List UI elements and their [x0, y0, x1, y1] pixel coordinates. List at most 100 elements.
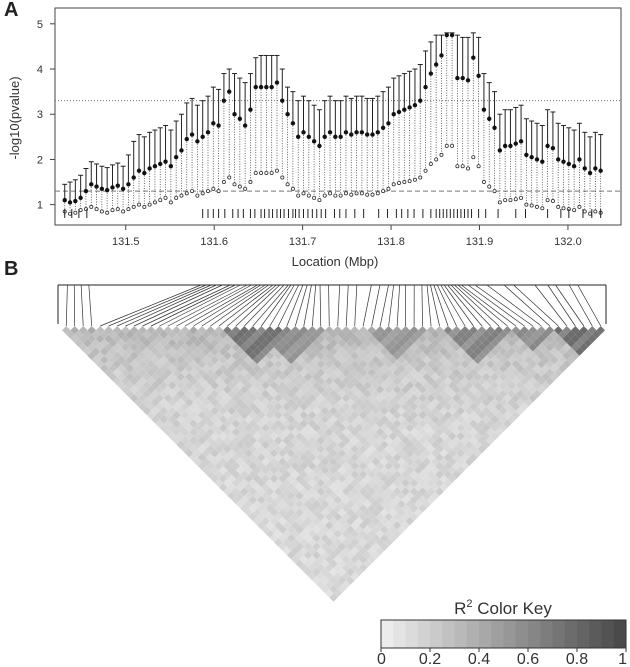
snp-connector — [503, 284, 551, 327]
lower-bound-point — [407, 179, 412, 184]
snp-connector — [486, 284, 542, 327]
lower-bound-point — [237, 184, 242, 189]
lower-bound-point — [434, 157, 439, 162]
snp-connector — [443, 284, 474, 327]
data-point — [274, 80, 280, 85]
snp-connector — [577, 284, 602, 327]
lower-bound-point — [110, 208, 115, 213]
lower-bound-point — [444, 143, 449, 148]
lower-bound-point — [418, 175, 423, 180]
lower-bound-point — [450, 143, 455, 148]
snp-connector — [467, 284, 525, 327]
data-point — [242, 123, 248, 128]
lower-bound-point — [105, 210, 110, 215]
lower-bound-point — [519, 195, 524, 200]
color-key-bin — [393, 620, 406, 648]
data-point — [343, 130, 349, 135]
lower-bound-point — [471, 155, 476, 160]
data-point — [158, 161, 163, 167]
lower-bound-point — [216, 189, 221, 194]
snp-connector — [447, 284, 483, 327]
lower-bound-point — [343, 191, 348, 196]
lower-bound-point — [243, 186, 248, 191]
data-point — [237, 116, 243, 121]
lower-bound-point — [221, 180, 226, 185]
data-point — [518, 139, 524, 144]
data-point — [131, 175, 136, 180]
data-point — [492, 125, 497, 131]
snp-connector — [108, 284, 207, 327]
data-point — [104, 187, 110, 193]
lower-bound-point — [142, 204, 147, 209]
data-point — [566, 161, 572, 167]
data-point — [152, 164, 158, 169]
panel-b-ld-heatmap: R2 Color Key 0 0.2 0.4 0.6 0.8 1 — [57, 284, 627, 667]
color-key-bin — [417, 620, 431, 648]
data-point — [593, 166, 598, 171]
lower-bound-point — [354, 191, 359, 196]
color-key-bin — [479, 620, 492, 648]
color-key-tick-label: 0.8 — [566, 651, 588, 667]
lower-bound-point — [264, 171, 269, 176]
data-point — [269, 84, 274, 90]
snp-connector — [235, 284, 281, 327]
snp-connector — [440, 284, 466, 327]
lower-bound-point — [195, 193, 200, 198]
data-point — [285, 112, 290, 117]
x-tick-label: 131.9 — [466, 236, 494, 248]
snp-connector — [437, 284, 457, 327]
lower-bound-point — [577, 204, 582, 209]
data-point — [380, 125, 386, 131]
snp-connector — [65, 284, 68, 327]
data-point — [444, 32, 449, 38]
data-point — [89, 182, 94, 187]
y-tick-label: 3 — [37, 109, 43, 121]
snp-connector — [303, 284, 312, 327]
lower-bound-point — [99, 209, 104, 214]
lower-bound-point — [349, 192, 354, 197]
data-point — [497, 148, 503, 153]
data-point — [94, 184, 99, 189]
data-point — [550, 145, 556, 151]
lower-bound-point — [397, 180, 402, 185]
data-point — [126, 182, 131, 187]
color-key-bin — [454, 620, 468, 648]
x-tick-label: 131.8 — [377, 236, 405, 248]
snp-connector — [457, 284, 508, 327]
lower-bound-point — [391, 182, 396, 187]
snp-connector — [534, 284, 568, 327]
lower-bound-point — [285, 182, 290, 187]
lower-bound-point — [126, 207, 131, 212]
data-point — [306, 134, 312, 140]
data-point — [386, 121, 391, 126]
data-point — [147, 166, 152, 171]
x-axis-label: Location (Mbp) — [292, 254, 379, 269]
lower-bound-point — [312, 195, 317, 200]
snp-connector — [371, 284, 381, 327]
lower-bound-point — [73, 210, 78, 215]
data-point — [62, 197, 67, 203]
lower-bound-point — [370, 192, 375, 197]
data-point — [258, 84, 264, 90]
lower-bound-point — [487, 184, 492, 189]
snp-connector — [286, 284, 304, 327]
data-point — [290, 121, 296, 126]
data-point — [115, 183, 120, 188]
lower-bound-point — [274, 168, 279, 173]
lower-bound-point — [593, 209, 598, 214]
lower-bound-point — [121, 209, 126, 214]
y-axis-label: -log10(pvalue) — [7, 76, 22, 159]
color-key-bin — [540, 620, 553, 648]
lower-bound-point — [152, 200, 157, 205]
lower-bound-point — [375, 191, 380, 196]
data-point — [221, 98, 227, 103]
x-tick-label: 131.6 — [200, 236, 228, 248]
color-key-bin — [503, 620, 517, 648]
lower-bound-point — [540, 206, 545, 211]
y-tick-label: 1 — [37, 200, 43, 212]
data-point — [349, 132, 354, 137]
snp-connector — [294, 284, 308, 327]
color-key-bin — [577, 620, 590, 648]
data-point — [487, 116, 492, 121]
color-key-bin — [466, 620, 480, 648]
